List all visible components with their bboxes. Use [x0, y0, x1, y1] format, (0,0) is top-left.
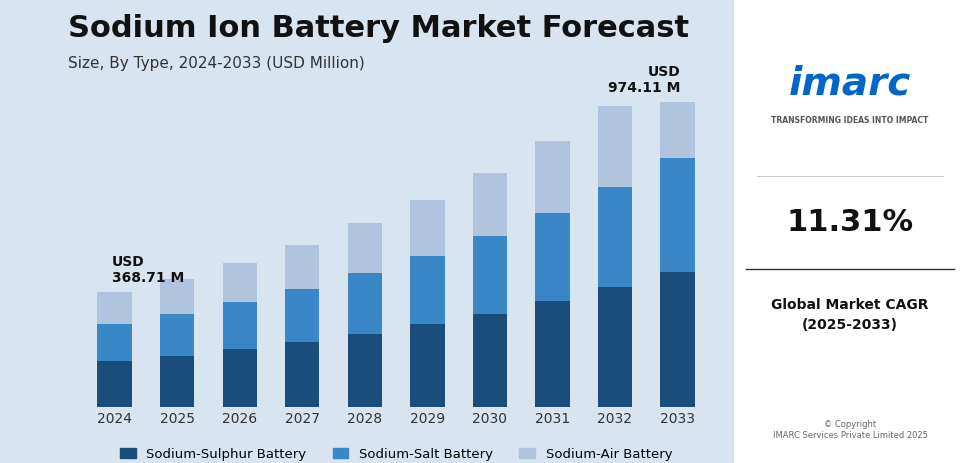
Bar: [411, 324, 444, 407]
Text: 11.31%: 11.31%: [786, 208, 914, 237]
Bar: [660, 101, 695, 158]
Bar: [160, 356, 194, 407]
Bar: [411, 256, 444, 324]
Bar: [598, 106, 632, 187]
Bar: [285, 342, 320, 407]
Text: © Copyright
IMARC Services Private Limited 2025: © Copyright IMARC Services Private Limit…: [773, 420, 927, 440]
Bar: [535, 301, 570, 407]
Bar: [411, 200, 444, 256]
Bar: [222, 302, 257, 350]
Bar: [285, 245, 320, 289]
Bar: [472, 173, 507, 236]
Bar: [98, 292, 132, 324]
Bar: [598, 288, 632, 407]
Bar: [535, 213, 570, 301]
Bar: [222, 350, 257, 407]
Text: Global Market CAGR
(2025-2033): Global Market CAGR (2025-2033): [771, 298, 929, 332]
Bar: [348, 273, 382, 334]
Text: imarc: imarc: [789, 64, 911, 102]
Bar: [160, 279, 194, 314]
Text: USD
368.71 M: USD 368.71 M: [111, 255, 184, 285]
Bar: [98, 324, 132, 361]
Bar: [472, 314, 507, 407]
Bar: [535, 141, 570, 213]
Bar: [285, 289, 320, 342]
Bar: [160, 314, 194, 356]
Bar: [348, 334, 382, 407]
Text: TRANSFORMING IDEAS INTO IMPACT: TRANSFORMING IDEAS INTO IMPACT: [772, 116, 928, 125]
Text: USD
974.11 M: USD 974.11 M: [609, 65, 681, 95]
Text: Size, By Type, 2024-2033 (USD Million): Size, By Type, 2024-2033 (USD Million): [68, 56, 364, 70]
Bar: [598, 187, 632, 288]
Bar: [660, 158, 695, 272]
Bar: [472, 236, 507, 314]
Bar: [660, 272, 695, 407]
Text: Sodium Ion Battery Market Forecast: Sodium Ion Battery Market Forecast: [68, 14, 689, 43]
Bar: [98, 361, 132, 407]
Bar: [222, 263, 257, 302]
Legend: Sodium-Sulphur Battery, Sodium-Salt Battery, Sodium-Air Battery: Sodium-Sulphur Battery, Sodium-Salt Batt…: [114, 442, 678, 463]
Bar: [348, 224, 382, 273]
